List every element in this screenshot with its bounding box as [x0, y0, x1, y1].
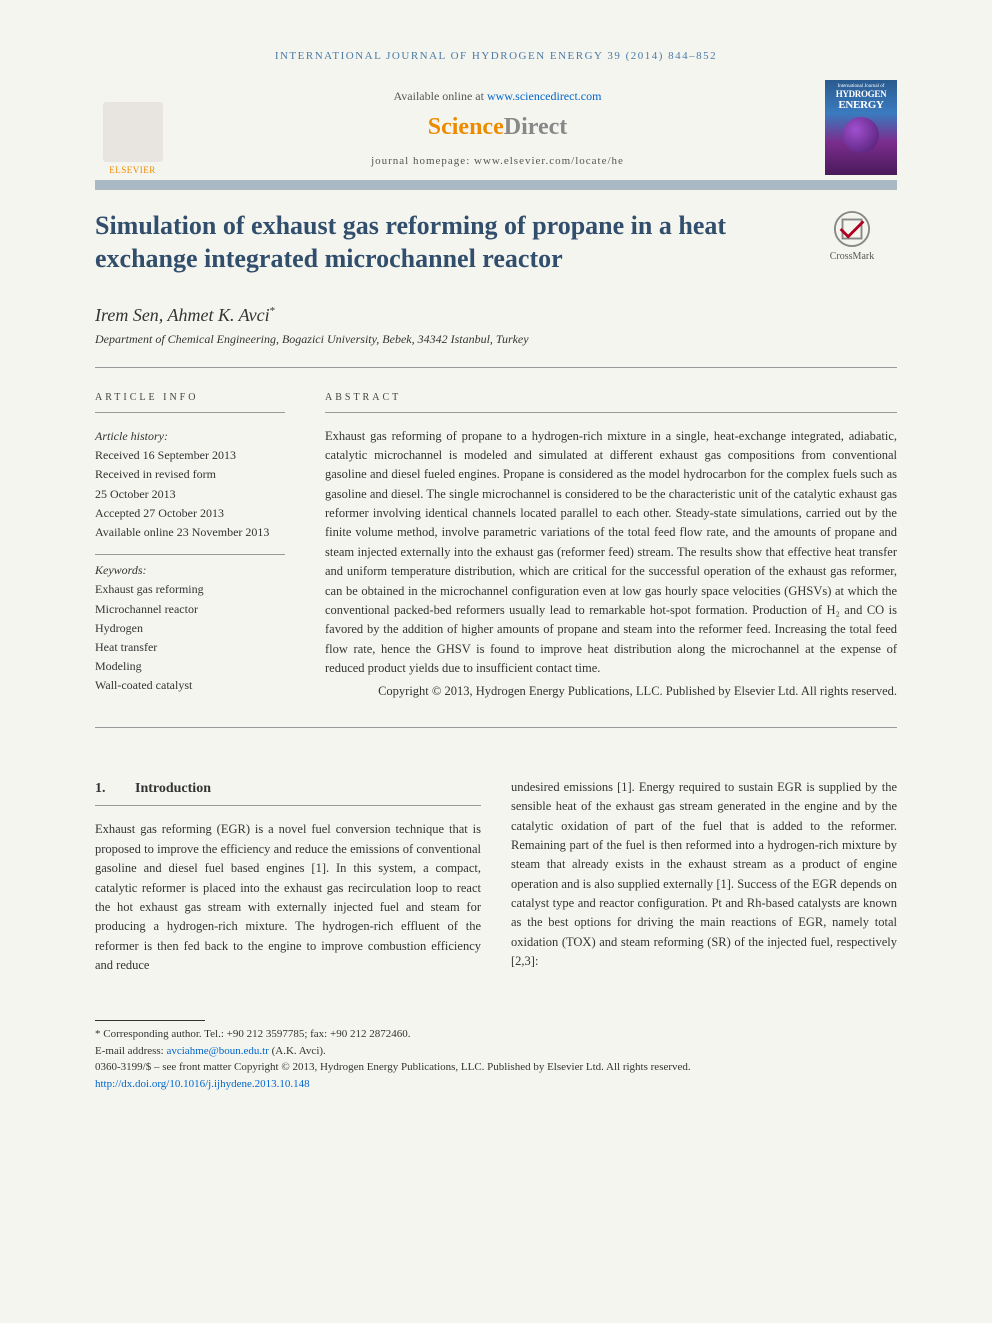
body-columns: 1.Introduction Exhaust gas reforming (EG…: [95, 778, 897, 976]
email-prefix: E-mail address:: [95, 1045, 166, 1057]
crossmark-label: CrossMark: [807, 251, 897, 262]
cover-journal-title1: HYDROGEN: [836, 89, 887, 99]
email-suffix: (A.K. Avci).: [269, 1045, 326, 1057]
crossmark-icon: [833, 210, 871, 248]
section-number: 1.: [95, 778, 135, 800]
history-revised: Received in revised form: [95, 465, 285, 484]
doi-link[interactable]: http://dx.doi.org/10.1016/j.ijhydene.201…: [95, 1078, 310, 1090]
center-meta: Available online at www.sciencedirect.co…: [182, 89, 813, 175]
history-received: Received 16 September 2013: [95, 446, 285, 465]
cover-journal-title2: ENERGY: [838, 99, 883, 111]
footer-block: * Corresponding author. Tel.: +90 212 35…: [95, 1010, 897, 1092]
elsevier-tree-icon: [103, 102, 163, 162]
abstract-text: Exhaust gas reforming of propane to a hy…: [325, 427, 897, 679]
authors: Irem Sen, Ahmet K. Avci*: [95, 305, 897, 326]
keyword-item: Hydrogen: [95, 619, 285, 638]
publisher-name: ELSEVIER: [95, 165, 170, 175]
keyword-divider: [95, 554, 285, 555]
abstract-heading: ABSTRACT: [325, 390, 897, 413]
article-title: Simulation of exhaust gas reforming of p…: [95, 210, 792, 275]
sciencedirect-link[interactable]: www.sciencedirect.com: [487, 89, 602, 103]
history-label: Article history:: [95, 427, 285, 446]
body-paragraph: Exhaust gas reforming (EGR) is a novel f…: [95, 820, 481, 975]
keyword-item: Heat transfer: [95, 638, 285, 657]
email-link[interactable]: avciahme@boun.edu.tr: [166, 1045, 268, 1057]
sd-logo-part1: Science: [428, 114, 504, 140]
issn-copyright-line: 0360-3199/$ – see front matter Copyright…: [95, 1059, 897, 1076]
journal-header: INTERNATIONAL JOURNAL OF HYDROGEN ENERGY…: [95, 50, 897, 62]
availability-prefix: Available online at: [394, 89, 487, 103]
history-online: Available online 23 November 2013: [95, 523, 285, 542]
keyword-item: Wall-coated catalyst: [95, 676, 285, 695]
article-info-heading: ARTICLE INFO: [95, 390, 285, 413]
section-heading: 1.Introduction: [95, 778, 481, 807]
corresponding-author: * Corresponding author. Tel.: +90 212 35…: [95, 1026, 897, 1043]
sciencedirect-logo: ScienceDirect: [182, 114, 813, 141]
cover-globe-icon: [843, 117, 879, 153]
homepage-url: www.elsevier.com/locate/he: [474, 155, 624, 167]
crossmark-badge[interactable]: CrossMark: [807, 210, 897, 262]
keyword-item: Modeling: [95, 657, 285, 676]
journal-cover-thumbnail: International Journal of HYDROGEN ENERGY: [825, 80, 897, 175]
keyword-item: Exhaust gas reforming: [95, 580, 285, 599]
homepage-prefix: journal homepage:: [371, 155, 474, 167]
branding-block: ELSEVIER Available online at www.science…: [95, 80, 897, 190]
body-paragraph: undesired emissions [1]. Energy required…: [511, 778, 897, 972]
author-names: Irem Sen, Ahmet K. Avci: [95, 305, 270, 325]
publisher-logo: ELSEVIER: [95, 90, 170, 175]
section-title: Introduction: [135, 781, 211, 796]
left-column: 1.Introduction Exhaust gas reforming (EG…: [95, 778, 481, 976]
corresponding-marker: *: [270, 305, 276, 317]
history-revised-date: 25 October 2013: [95, 485, 285, 504]
article-info-sidebar: ARTICLE INFO Article history: Received 1…: [95, 390, 285, 702]
footer-divider: [95, 1020, 205, 1021]
history-accepted: Accepted 27 October 2013: [95, 504, 285, 523]
affiliation: Department of Chemical Engineering, Boga…: [95, 332, 897, 368]
availability-line: Available online at www.sciencedirect.co…: [182, 89, 813, 104]
abstract-copyright: Copyright © 2013, Hydrogen Energy Public…: [325, 682, 897, 701]
abstract-column: ABSTRACT Exhaust gas reforming of propan…: [325, 390, 897, 702]
keyword-item: Microchannel reactor: [95, 600, 285, 619]
homepage-line: journal homepage: www.elsevier.com/locat…: [182, 155, 813, 167]
right-column: undesired emissions [1]. Energy required…: [511, 778, 897, 976]
sd-logo-part2: Direct: [504, 114, 568, 140]
keywords-label: Keywords:: [95, 561, 285, 580]
email-line: E-mail address: avciahme@boun.edu.tr (A.…: [95, 1043, 897, 1060]
